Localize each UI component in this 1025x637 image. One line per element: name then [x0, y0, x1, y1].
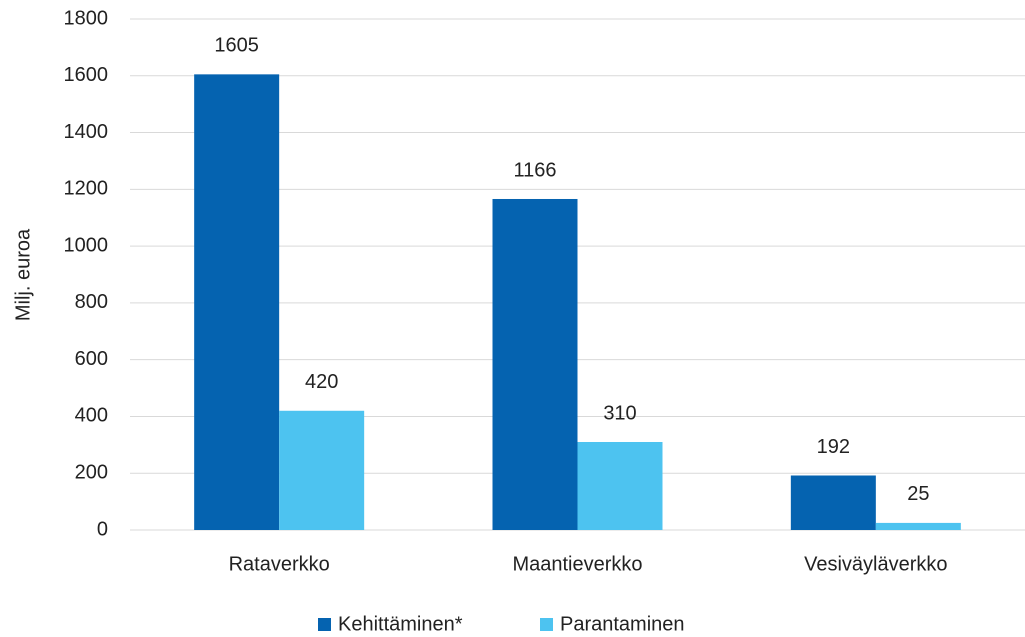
data-label: 1166 [513, 159, 556, 181]
data-label: 420 [305, 371, 338, 393]
y-tick-label: 1400 [64, 121, 109, 143]
bar [194, 74, 280, 530]
legend-swatch [540, 618, 553, 631]
x-tick-label: Maantieverkko [512, 553, 642, 575]
y-tick-label: 600 [75, 348, 108, 370]
bar [790, 475, 876, 530]
y-tick-label: 800 [75, 291, 108, 313]
bar [279, 410, 365, 530]
legend-label: Kehittäminen* [338, 613, 463, 635]
x-tick-label: Rataverkko [229, 553, 330, 575]
data-label: 1605 [214, 35, 259, 57]
legend-label: Parantaminen [560, 613, 685, 635]
y-tick-label: 1000 [64, 234, 109, 256]
bar [492, 198, 578, 531]
y-tick-label: 0 [97, 518, 108, 540]
bar [875, 522, 961, 530]
data-label: 25 [907, 483, 929, 505]
x-tick-label: Vesiväyläverkko [804, 553, 947, 575]
y-tick-label: 400 [75, 405, 108, 427]
data-label: 192 [817, 436, 850, 458]
y-tick-label: 1600 [64, 64, 109, 86]
y-tick-label: 1200 [64, 178, 109, 200]
y-tick-label: 200 [75, 462, 108, 484]
legend-swatch [318, 618, 331, 631]
data-label: 310 [603, 402, 636, 424]
y-tick-label: 1800 [64, 7, 109, 29]
y-axis-label: Milj. euroa [12, 228, 34, 321]
bar [577, 441, 663, 530]
